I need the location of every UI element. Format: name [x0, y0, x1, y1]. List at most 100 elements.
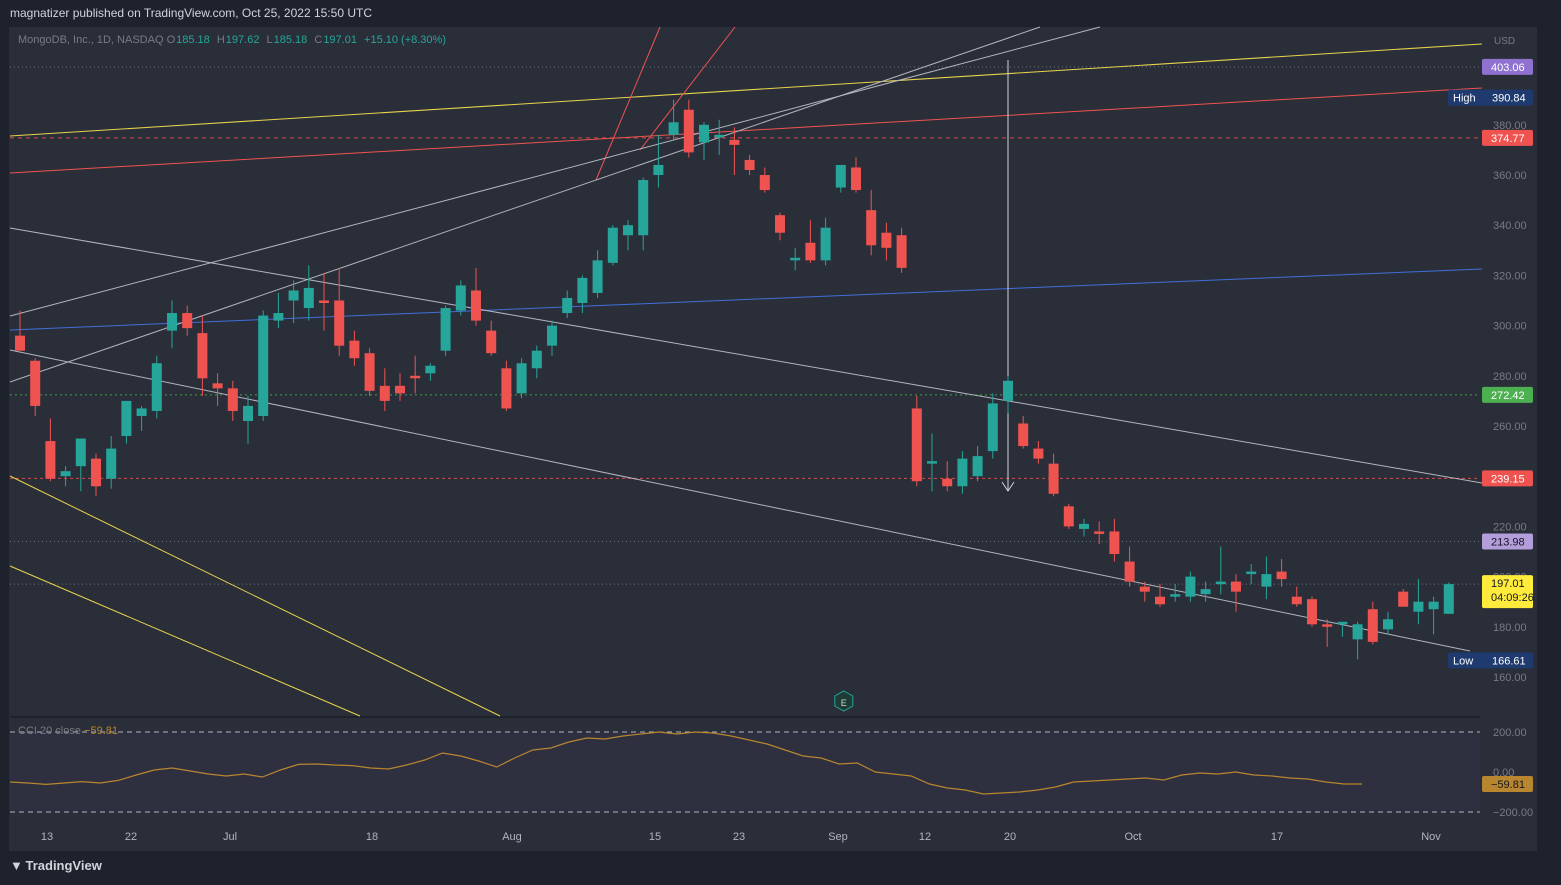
- candle-body-Jun-16: [75, 438, 86, 467]
- time-label-13: 13: [41, 831, 53, 843]
- candle-body-Oct-13: [1322, 624, 1333, 627]
- candle-body-Sep-1: [881, 232, 892, 248]
- candle-body-Sep-26: [1124, 561, 1135, 582]
- price-badge-value-3: 272.42: [1491, 390, 1525, 402]
- time-label-22: 22: [125, 831, 137, 843]
- price-badge-value-5: 213.98: [1491, 537, 1525, 549]
- candle-body-Jun-17: [91, 458, 101, 487]
- candle-body-Jun-27: [167, 313, 177, 331]
- candle-body-Jun-23: [136, 408, 147, 416]
- time-label-12: 12: [919, 831, 931, 843]
- candle-body-Sep-19: [1048, 463, 1059, 494]
- candle-body-Aug-22: [759, 175, 770, 191]
- price-badge-2: [1482, 129, 1533, 146]
- price-badge-tag-low: Low: [1453, 655, 1473, 667]
- candle-body-Jul-13: [334, 300, 345, 346]
- change-value: +15.10 (+8.30%): [364, 34, 446, 46]
- candle-body-Aug-15: [683, 109, 694, 153]
- candle-body-Oct-14: [1337, 621, 1348, 625]
- price-tick-220.00: 220.00: [1493, 521, 1527, 533]
- trendline-2: [9, 565, 361, 717]
- last-price-badge: [1482, 575, 1533, 609]
- price-tick-160.00: 160.00: [1493, 672, 1527, 684]
- time-label-18: 18: [366, 831, 378, 843]
- price-tick-180.00: 180.00: [1493, 622, 1527, 634]
- price-badge-value-low: 166.61: [1492, 655, 1526, 667]
- trendline-8: [9, 349, 1471, 652]
- time-label-20: 20: [1004, 831, 1016, 843]
- candle-body-Jul-5: [243, 405, 253, 421]
- trendline-5: [639, 26, 736, 151]
- close-value: 197.01: [323, 34, 357, 46]
- price-tick-300.00: 300.00: [1493, 321, 1527, 333]
- published-info: magnatizer published on TradingView.com,…: [10, 6, 372, 20]
- price-tick-260.00: 260.00: [1493, 421, 1527, 433]
- candle-body-Sep-14: [1003, 380, 1013, 401]
- last-price-value: 197.01: [1491, 578, 1525, 590]
- candle-body-Aug-23: [775, 215, 785, 233]
- candle-body-Sep-7: [927, 461, 937, 464]
- candle-body-Sep-16: [1033, 448, 1044, 459]
- candle-body-Jul-29: [516, 363, 527, 394]
- candle-body-Sep-9: [957, 458, 968, 487]
- candle-body-Sep-23: [1109, 531, 1120, 555]
- price-badge-3: [1482, 386, 1533, 403]
- price-tick-360.00: 360.00: [1493, 170, 1527, 182]
- candle-body-Jul-19: [395, 385, 405, 394]
- candle-body-Oct-7: [1261, 574, 1272, 587]
- candle-body-Oct-5: [1231, 581, 1241, 592]
- symbol-name: MongoDB, Inc., 1D, NASDAQ: [18, 34, 164, 46]
- candle-body-Jun-30: [212, 383, 223, 389]
- candle-body-Aug-8: [607, 227, 618, 263]
- candle-body-Jun-15: [60, 471, 71, 477]
- trendline-0: [9, 43, 1483, 137]
- time-label-Oct: Oct: [1124, 831, 1141, 843]
- candle-body-Aug-1: [531, 350, 542, 369]
- price-badge-value-2: 374.77: [1491, 133, 1525, 145]
- cci-name: CCI 20 close: [18, 725, 81, 737]
- publisher-header: magnatizer published on TradingView.com,…: [0, 0, 1561, 27]
- trendline-10: [9, 26, 1101, 317]
- candle-body-Sep-15: [1018, 423, 1029, 447]
- candle-body-Jun-24: [151, 363, 162, 411]
- candle-body-Aug-29: [835, 164, 846, 188]
- cci-value: −59.81: [84, 725, 118, 737]
- candle-body-Jul-7: [273, 313, 284, 321]
- candle-body-Oct-3: [1200, 589, 1211, 595]
- tradingview-logo[interactable]: ▼ TradingView: [10, 858, 102, 873]
- price-tick-320.00: 320.00: [1493, 270, 1527, 282]
- cci-line: [9, 731, 1362, 795]
- close-key: C: [314, 34, 323, 46]
- cci-value-badge-text: −59.81: [1491, 779, 1525, 791]
- candle-body-Jun-29: [197, 333, 208, 379]
- candle-body-Aug-12: [668, 122, 679, 135]
- candle-body-Sep-22: [1094, 531, 1105, 534]
- cci-band-fill: [10, 732, 1480, 812]
- cci-legend: CCI 20 close −59.81: [18, 725, 118, 737]
- time-label-Jul: Jul: [223, 831, 237, 843]
- chart-frame[interactable]: [9, 27, 1537, 851]
- cci-tick-0: 200.00: [1493, 727, 1527, 739]
- earnings-marker-icon: [834, 690, 854, 712]
- earnings-marker-letter: E: [841, 698, 847, 708]
- candle-body-Aug-17: [714, 134, 725, 138]
- pane-separator: [10, 716, 1480, 718]
- candle-body-Sep-13: [987, 403, 998, 452]
- candle-body-Jul-22: [440, 308, 451, 351]
- price-badge-tag-high: High: [1453, 93, 1476, 105]
- price-tick-340.00: 340.00: [1493, 220, 1527, 232]
- candle-body-Jun-14: [45, 441, 56, 479]
- trendline-drawings: [9, 26, 1483, 717]
- candle-body-Jun-21: [106, 448, 117, 479]
- candle-body-Sep-27: [1139, 586, 1150, 592]
- cci-tick-2: −200.00: [1493, 807, 1533, 819]
- candle-body-Aug-4: [577, 277, 588, 304]
- candle-body-Sep-12: [972, 456, 983, 477]
- candle-body-Jun-10: [15, 335, 25, 351]
- candle-body-Sep-2: [896, 235, 907, 268]
- candle-body-Oct-18: [1367, 609, 1378, 642]
- countdown-timer: 04:09:26: [1491, 592, 1534, 604]
- price-badge-value-0: 403.06: [1491, 62, 1525, 74]
- candle-body-Jul-27: [486, 330, 497, 354]
